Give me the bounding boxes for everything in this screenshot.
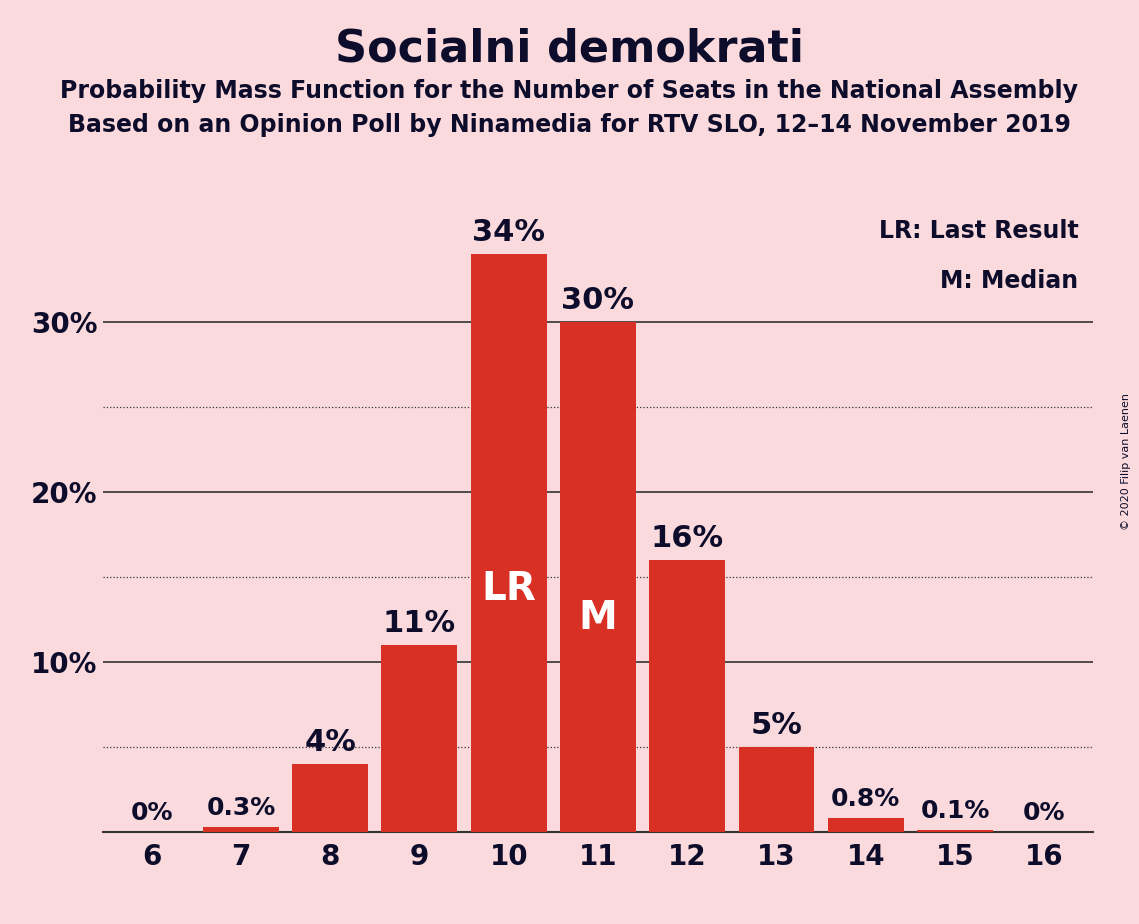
- Bar: [203, 826, 279, 832]
- Text: 34%: 34%: [473, 218, 546, 248]
- Text: 5%: 5%: [751, 711, 803, 740]
- Text: Probability Mass Function for the Number of Seats in the National Assembly: Probability Mass Function for the Number…: [60, 79, 1079, 103]
- Bar: [649, 560, 726, 832]
- Bar: [917, 830, 993, 832]
- Bar: [470, 254, 547, 832]
- Text: 4%: 4%: [304, 728, 357, 757]
- Text: 0%: 0%: [1023, 801, 1066, 825]
- Text: M: Median: M: Median: [941, 269, 1079, 293]
- Text: Socialni demokrati: Socialni demokrati: [335, 28, 804, 71]
- Text: 16%: 16%: [650, 524, 723, 553]
- Bar: [560, 322, 636, 832]
- Text: M: M: [579, 599, 617, 637]
- Text: LR: Last Result: LR: Last Result: [879, 219, 1079, 243]
- Bar: [293, 763, 368, 832]
- Bar: [738, 747, 814, 832]
- Text: © 2020 Filip van Laenen: © 2020 Filip van Laenen: [1121, 394, 1131, 530]
- Text: 0.8%: 0.8%: [831, 787, 901, 811]
- Text: Based on an Opinion Poll by Ninamedia for RTV SLO, 12–14 November 2019: Based on an Opinion Poll by Ninamedia fo…: [68, 113, 1071, 137]
- Bar: [382, 645, 458, 832]
- Text: 0.1%: 0.1%: [920, 799, 990, 823]
- Text: 0.3%: 0.3%: [206, 796, 276, 820]
- Text: 0%: 0%: [130, 801, 173, 825]
- Text: 11%: 11%: [383, 609, 456, 638]
- Text: LR: LR: [482, 570, 536, 608]
- Text: 30%: 30%: [562, 286, 634, 315]
- Bar: [828, 818, 903, 832]
